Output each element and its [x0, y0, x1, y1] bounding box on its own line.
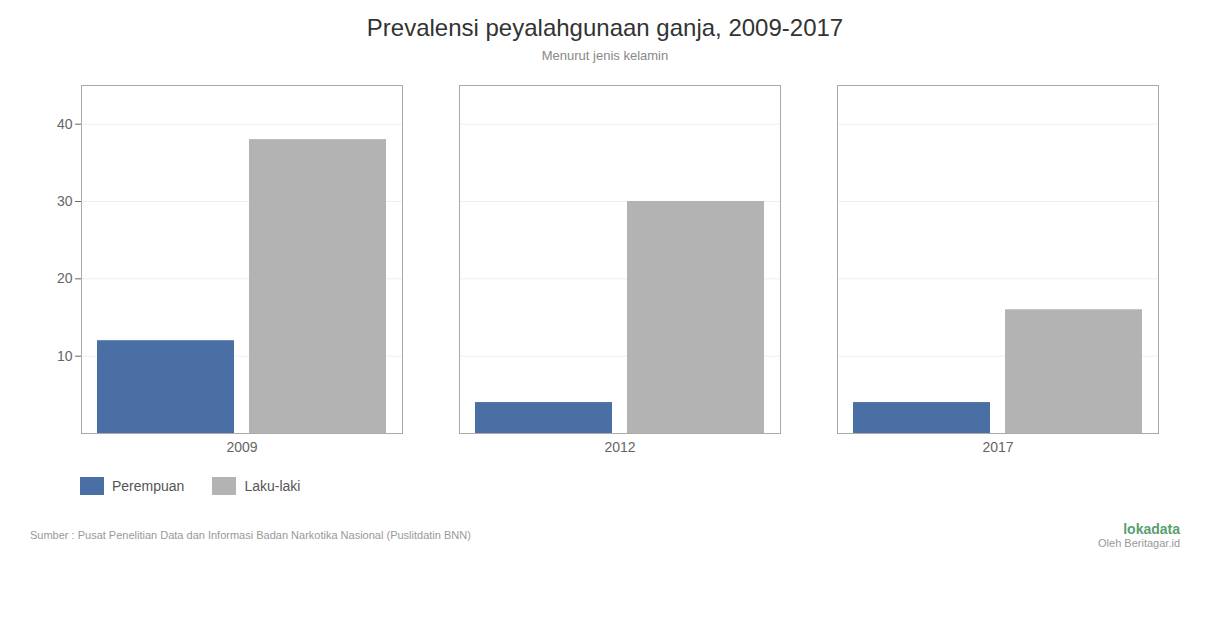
html-text:Perempuan: Perempuan — [112, 478, 185, 494]
svg-text:30: 30 — [57, 193, 73, 209]
svg-text:20: 20 — [57, 270, 73, 286]
html-text:Prevalensi peyalahgunaan ganja: Prevalensi peyalahgunaan ganja, 2009-201… — [366, 14, 844, 41]
html-text:Oleh Beritagar.id: Oleh Beritagar.id — [1098, 537, 1180, 549]
html-text:Laku-laki: Laku-laki — [244, 478, 301, 494]
svg-text:10: 10 — [57, 348, 73, 364]
svg-text:2009: 2009 — [226, 439, 257, 455]
svg-text:2012: 2012 — [604, 439, 635, 455]
html-text:Menurut jenis kelamin: Menurut jenis kelamin — [541, 48, 669, 63]
html-text:Sumber : Pusat Penelitian Data: Sumber : Pusat Penelitian Data dan Infor… — [30, 529, 471, 541]
svg-text:2017: 2017 — [982, 439, 1013, 455]
html-text:lokadata: lokadata — [1123, 521, 1180, 537]
svg-text:40: 40 — [57, 116, 73, 132]
